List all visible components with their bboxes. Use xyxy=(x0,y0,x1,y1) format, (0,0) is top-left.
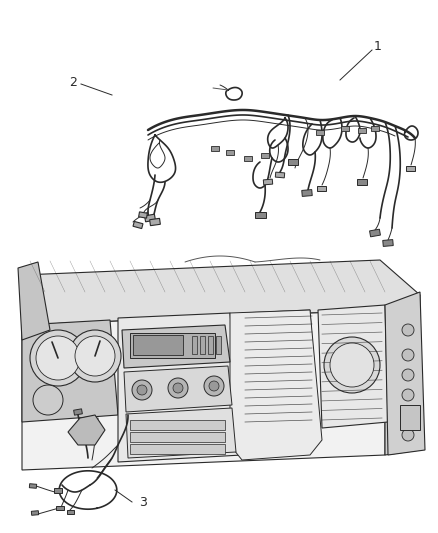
Bar xyxy=(317,185,325,190)
Polygon shape xyxy=(124,366,232,412)
Bar xyxy=(67,510,74,514)
Bar xyxy=(133,221,143,229)
Text: 3: 3 xyxy=(139,497,147,510)
Polygon shape xyxy=(22,260,420,325)
Circle shape xyxy=(402,324,414,336)
Bar xyxy=(276,172,285,178)
Polygon shape xyxy=(68,415,105,445)
Polygon shape xyxy=(122,325,230,368)
Bar xyxy=(200,336,205,354)
Circle shape xyxy=(324,337,380,393)
Circle shape xyxy=(402,349,414,361)
Circle shape xyxy=(204,376,224,396)
Bar xyxy=(130,432,225,442)
Circle shape xyxy=(132,380,152,400)
Bar xyxy=(54,488,62,492)
Bar xyxy=(208,336,213,354)
Polygon shape xyxy=(385,295,420,455)
Bar xyxy=(371,125,379,131)
Bar xyxy=(74,409,82,415)
Polygon shape xyxy=(126,408,236,458)
Bar xyxy=(216,336,221,354)
Bar xyxy=(357,179,367,185)
Polygon shape xyxy=(230,310,322,460)
Bar xyxy=(341,125,349,131)
Bar xyxy=(192,336,197,354)
Circle shape xyxy=(402,429,414,441)
Bar xyxy=(211,146,219,150)
Circle shape xyxy=(30,330,86,386)
Circle shape xyxy=(173,383,183,393)
Circle shape xyxy=(402,389,414,401)
Bar xyxy=(130,333,215,358)
Bar xyxy=(145,214,155,222)
Circle shape xyxy=(137,385,147,395)
Polygon shape xyxy=(22,320,118,422)
Bar xyxy=(263,179,273,185)
Bar xyxy=(358,127,366,133)
Bar xyxy=(383,239,393,246)
Bar xyxy=(254,212,265,218)
Bar xyxy=(288,159,298,165)
Circle shape xyxy=(402,369,414,381)
Bar xyxy=(29,484,37,488)
Bar xyxy=(302,190,312,197)
Bar xyxy=(400,405,420,430)
Text: 1: 1 xyxy=(374,41,382,53)
Bar xyxy=(226,149,234,155)
Bar xyxy=(56,506,64,510)
Bar xyxy=(130,444,225,454)
Circle shape xyxy=(69,330,121,382)
Circle shape xyxy=(75,336,115,376)
Polygon shape xyxy=(385,292,425,455)
Circle shape xyxy=(36,336,80,380)
Text: 2: 2 xyxy=(69,76,77,88)
Bar xyxy=(370,229,381,237)
Circle shape xyxy=(168,378,188,398)
Bar xyxy=(406,166,414,171)
Bar xyxy=(130,420,225,430)
Polygon shape xyxy=(242,310,318,435)
Bar xyxy=(150,219,160,225)
Polygon shape xyxy=(18,262,50,340)
Polygon shape xyxy=(318,305,388,428)
Polygon shape xyxy=(118,313,242,462)
Bar xyxy=(138,212,147,218)
Bar xyxy=(316,130,324,134)
Circle shape xyxy=(209,381,219,391)
Bar xyxy=(244,156,252,160)
Bar xyxy=(32,511,39,515)
Circle shape xyxy=(33,385,63,415)
Bar xyxy=(261,152,269,157)
Bar xyxy=(133,335,183,355)
Circle shape xyxy=(402,409,414,421)
Polygon shape xyxy=(22,310,385,470)
Circle shape xyxy=(330,343,374,387)
